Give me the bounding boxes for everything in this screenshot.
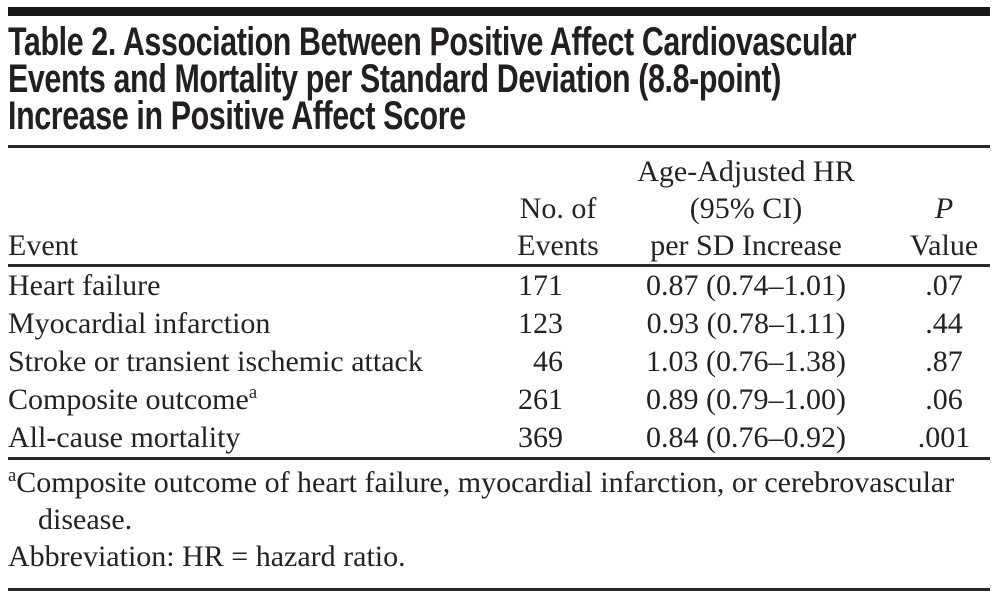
- bottom-rule: [8, 588, 990, 591]
- column-header-no-of-events: No. of Events: [508, 190, 608, 264]
- event-cell: Stroke or transient ischemic attack: [8, 343, 508, 381]
- footnote-marker: a: [8, 465, 17, 486]
- table-title-line: Events and Mortality per Standard Deviat…: [8, 57, 781, 101]
- no-of-events-cell: 171: [518, 269, 563, 302]
- no-of-events-cell: 369: [518, 421, 563, 454]
- top-rule-bar: [8, 7, 990, 16]
- column-header-hr-ci: Age-Adjusted HR (95% CI) per SD Increase: [608, 153, 898, 264]
- event-cell: Composite outcomea: [8, 381, 508, 419]
- event-cell: Myocardial infarction: [8, 305, 508, 343]
- table-title-line: Table 2. Association Between Positive Af…: [8, 20, 857, 64]
- p-value-cell: .44: [925, 307, 963, 340]
- no-of-events-cell: 123: [518, 307, 563, 340]
- column-header-line: (95% CI): [689, 192, 803, 225]
- column-header-line: Age-Adjusted HR: [637, 155, 855, 188]
- p-value-cell: .07: [925, 269, 963, 302]
- hr-ci-cell: 0.84 (0.76–0.92): [646, 421, 846, 454]
- body-divider-rule: [8, 457, 990, 460]
- table-row: Composite outcomea 261 0.89 (0.79–1.00) …: [8, 381, 990, 419]
- p-value-cell: .001: [917, 421, 971, 454]
- table-header-row: Event No. of Events Age-Adjusted HR (95%…: [8, 148, 990, 264]
- table-title-line: Increase in Positive Affect Score: [8, 94, 466, 138]
- paper-table-figure: Table 2. Association Between Positive Af…: [8, 7, 990, 591]
- no-of-events-cell: 261: [518, 383, 563, 416]
- footnote-marker: a: [248, 382, 258, 403]
- event-label: Myocardial infarction: [8, 307, 271, 340]
- event-label: Composite outcome: [8, 383, 249, 416]
- table-footnotes: aComposite outcome of heart failure, myo…: [8, 460, 990, 575]
- event-label: All-cause mortality: [8, 421, 241, 454]
- footnote-composite-outcome: aComposite outcome of heart failure, myo…: [8, 464, 958, 538]
- column-header-line: No. of: [519, 192, 597, 225]
- p-value-cell: .06: [925, 383, 963, 416]
- title-divider-rule: [8, 145, 990, 148]
- column-header-line: per SD Increase: [650, 229, 842, 262]
- column-header-event: Event: [8, 229, 78, 262]
- table-row: Heart failure 171 0.87 (0.74–1.01) .07: [8, 267, 990, 305]
- footnote-abbreviation: Abbreviation: HR = hazard ratio.: [8, 540, 406, 573]
- table-row: Myocardial infarction 123 0.93 (0.78–1.1…: [8, 305, 990, 343]
- hr-ci-cell: 1.03 (0.76–1.38): [646, 345, 846, 378]
- header-divider-rule: [8, 264, 990, 267]
- table-row: Stroke or transient ischemic attack 46 1…: [8, 343, 990, 381]
- table-row: All-cause mortality 369 0.84 (0.76–0.92)…: [8, 419, 990, 457]
- column-header-p-value: P Value: [898, 190, 990, 264]
- event-cell: Heart failure: [8, 267, 508, 305]
- event-label: Stroke or transient ischemic attack: [8, 345, 423, 378]
- p-symbol: P: [934, 192, 954, 225]
- hr-ci-cell: 0.89 (0.79–1.00): [646, 383, 846, 416]
- table-title: Table 2. Association Between Positive Af…: [8, 20, 990, 138]
- no-of-events-cell: 46: [533, 345, 563, 378]
- event-label: Heart failure: [8, 269, 161, 302]
- event-cell: All-cause mortality: [8, 419, 508, 457]
- p-value-cell: .87: [925, 345, 963, 378]
- p-value-label: Value: [909, 229, 979, 262]
- table-body: Heart failure 171 0.87 (0.74–1.01) .07 M…: [8, 267, 990, 457]
- hr-ci-cell: 0.87 (0.74–1.01): [646, 269, 846, 302]
- hr-ci-cell: 0.93 (0.78–1.11): [646, 307, 846, 340]
- footnote-text: Composite outcome of heart failure, myoc…: [16, 466, 955, 536]
- column-header-line: Events: [517, 229, 599, 262]
